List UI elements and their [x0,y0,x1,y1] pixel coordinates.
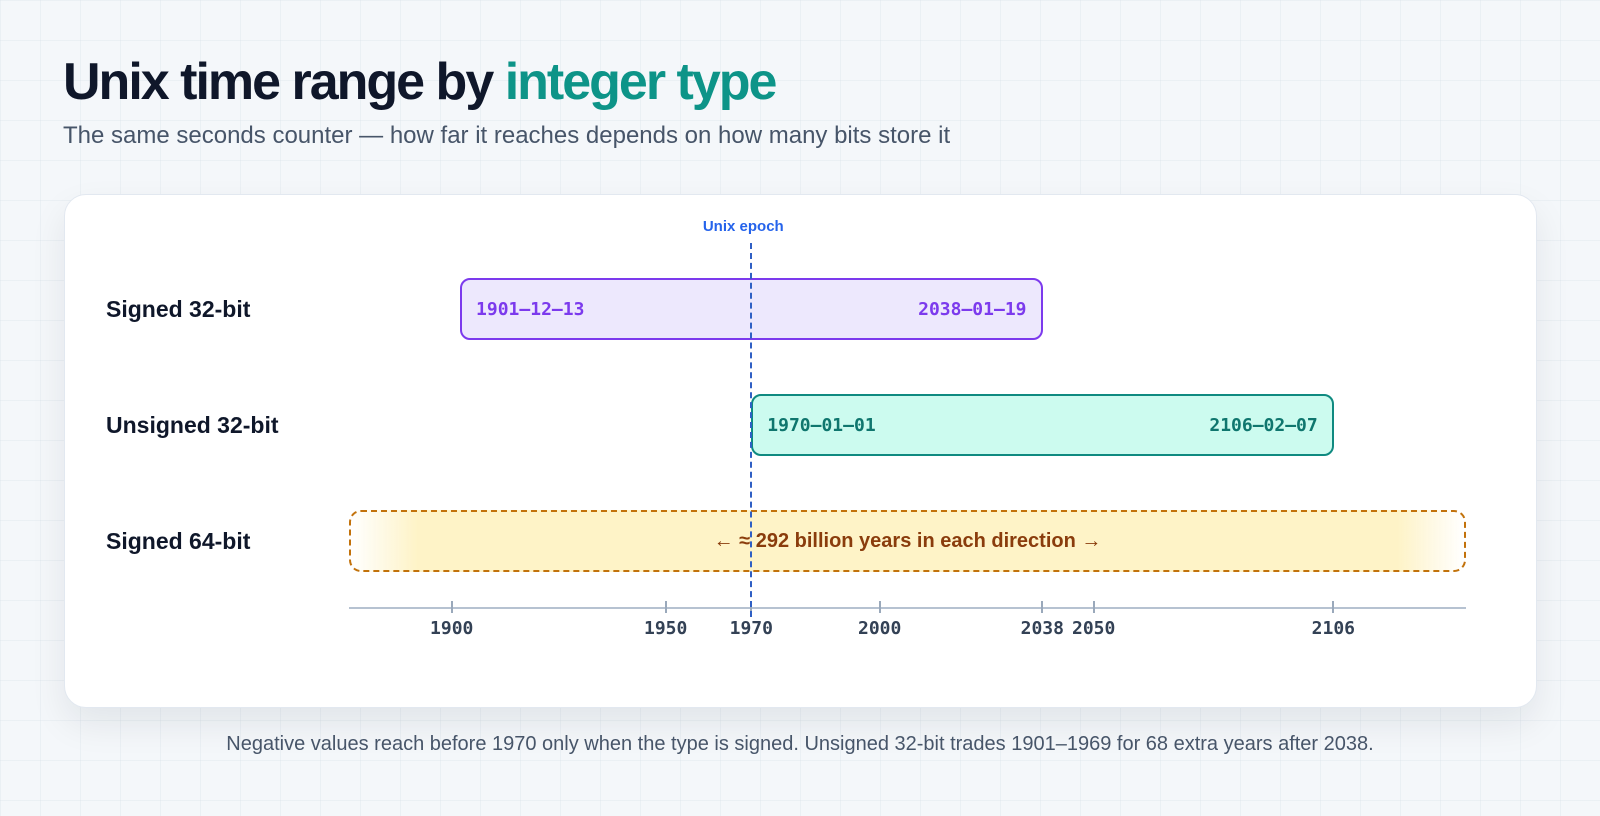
row-label-unsigned-32-bit: Unsigned 32-bit [106,412,279,438]
page-subtitle: The same seconds counter — how far it re… [63,122,951,149]
x-tick-label: 1950 [644,618,688,639]
range-note: ← ≈ 292 billion years in each direction … [713,529,1102,552]
footnote: Negative values reach before 1970 only w… [226,733,1374,755]
x-tick-label: 1900 [430,618,474,639]
x-axis-tick [878,601,881,613]
x-axis-tick [1332,601,1335,613]
chart-card: Signed 32-bit 1901–12–13 2038–01–19 Unsigne… [64,194,1537,708]
page-title: Unix time range by integer type [63,52,778,112]
title-main: Unix time range by [63,53,505,111]
range-start-label: 1970–01–01 [767,414,876,436]
x-axis-tick [1092,601,1095,613]
x-tick-label: 2038 [1020,618,1064,639]
row-label-signed-64-bit: Signed 64-bit [106,528,251,554]
title-accent: integer type [504,53,778,111]
x-tick-label: 1970 [729,618,773,639]
range-bar-unsigned-32-bit: 1970–01–01 2106–02–07 [751,394,1334,456]
row-label-signed-32-bit: Signed 32-bit [106,296,251,322]
x-tick-label: 2000 [857,618,902,639]
x-axis-line [349,607,1466,609]
x-axis-tick [450,601,453,613]
range-start-label: 1901–12–13 [476,298,585,320]
x-tick-label: 2106 [1311,618,1356,639]
x-tick-label: 2050 [1071,618,1116,639]
range-end-label: 2106–02–07 [1209,414,1318,436]
range-end-label: 2038–01–19 [918,298,1027,320]
range-bar-signed-64-bit: ← ≈ 292 billion years in each direction … [349,510,1466,572]
x-axis-tick [1041,601,1044,613]
x-axis-tick [664,601,667,613]
epoch-label: Unix epoch [702,218,784,235]
epoch-reference-line [750,243,753,617]
